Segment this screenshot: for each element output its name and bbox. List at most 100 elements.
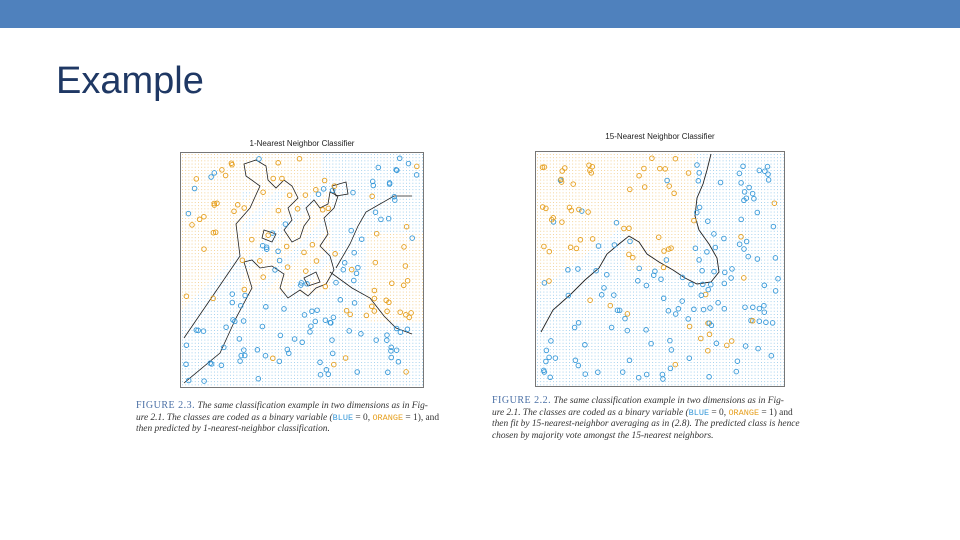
orange-point [587,297,593,303]
orange-point [222,172,229,179]
orange-class-word: ORANGE [372,412,404,423]
blue-point [315,191,322,197]
caption-text: The same classification example in two d… [197,401,428,411]
blue-point [743,238,750,245]
blue-point [695,178,702,184]
blue-point [764,163,771,170]
orange-point [665,246,672,252]
blue-point [281,306,287,312]
orange-point [666,183,672,189]
decision-boundary-3 [329,271,413,335]
blue-point [404,326,411,333]
blue-point [255,375,262,382]
blue-point [351,249,357,256]
blue-point [388,354,394,361]
blue-point [355,264,361,271]
orange-point [332,251,338,257]
blue-point [754,256,761,262]
blue-point [272,267,278,273]
left-plot [180,152,424,388]
blue-point [193,327,200,333]
orange-point [541,164,548,170]
orange-point [372,259,379,266]
figure-label: FIGURE 2.2. [492,395,552,406]
blue-point [667,365,674,372]
blue-point [275,248,281,255]
orange-point [585,209,591,215]
blue-point [330,314,337,321]
slide-title: Example [56,60,204,102]
orange-point [325,205,332,212]
blue-point [308,323,314,329]
blue-point [601,285,607,291]
blue-point [309,308,315,315]
blue-point [323,367,330,373]
blue-point [685,316,691,322]
orange-point [319,207,326,213]
blue-point [705,218,711,224]
orange-point [636,172,642,179]
orange-class-word: ORANGE [728,407,760,418]
blue-point [746,184,752,191]
orange-point [270,355,276,362]
blue-point [761,282,768,289]
orange-point [705,347,711,354]
blue-point [392,197,398,203]
blue-point [635,278,641,284]
orange-point [402,263,409,269]
blue-point [201,378,207,384]
blue-point [668,347,675,353]
orange-point [331,361,337,368]
blue-point [729,266,735,272]
blue-point [256,156,262,162]
blue-point [772,288,779,294]
blue-point [715,299,721,306]
orange-point [655,234,662,240]
blue-point [571,324,578,331]
blue-point [218,362,225,369]
right-plot [535,151,785,387]
blue-point [254,347,261,353]
blue-point [191,185,198,192]
orange-point [657,165,663,172]
blue-point [745,253,751,260]
blue-point [329,337,335,343]
blue-point [705,286,711,293]
blue-point [699,267,705,274]
blue-point [397,329,404,335]
orange-point [283,243,290,250]
orange-point [577,237,584,243]
orange-point [241,286,248,293]
blue-point [667,337,673,344]
blue-point [626,357,633,364]
orange-point [363,312,370,319]
blue-point [579,208,585,214]
orange-point [661,248,667,254]
orange-point [728,338,735,344]
blue-point [325,371,332,377]
blue-point [749,190,756,197]
blue-point [565,267,571,273]
blue-point [393,167,399,173]
blue-point [575,320,582,326]
blue-point [572,357,579,364]
blue-point [616,307,623,314]
blue-point [282,221,289,227]
orange-point [562,165,568,171]
blue-point [765,171,771,177]
blue-point [391,193,398,200]
orange-point [275,160,281,166]
orange-point [662,166,668,172]
orange-point [559,168,565,174]
blue-point [750,304,756,311]
blue-point [373,337,379,343]
orange-point [193,176,200,182]
blue-point [301,312,308,318]
blue-point [322,317,329,323]
blue-point [263,246,270,252]
blue-point [388,348,394,354]
blue-point [761,302,767,309]
orange-point [546,278,552,284]
blue-point [208,174,214,180]
blue-point [351,300,358,306]
